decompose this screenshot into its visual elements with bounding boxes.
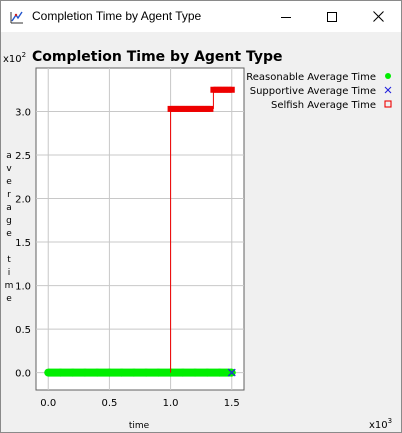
- window-title: Completion Time by Agent Type: [32, 9, 202, 23]
- y-scale-multiplier: x102: [3, 51, 26, 65]
- y-tick-label: 3.0: [15, 108, 31, 119]
- grid: [36, 68, 244, 390]
- series-square: [167, 86, 235, 112]
- data-point: [228, 86, 235, 93]
- y-tick-label: 0.5: [15, 325, 31, 336]
- legend-marker: [384, 86, 392, 94]
- series-x: [227, 368, 236, 377]
- y-axis-label-char: t: [7, 255, 11, 265]
- chart: x102 x103 Completion Time by Agent Type …: [3, 49, 392, 431]
- minimize-icon: [281, 16, 291, 18]
- close-icon: [372, 11, 384, 22]
- y-axis-label-char: e: [6, 294, 12, 304]
- maximize-button[interactable]: [309, 1, 355, 32]
- y-axis-label-char: v: [6, 164, 12, 174]
- legend-label: Reasonable Average Time: [246, 72, 376, 83]
- maximize-icon: [327, 11, 337, 22]
- app-icon: [10, 11, 23, 24]
- y-axis-label-char: a: [6, 151, 12, 161]
- y-axis-label-char: a: [6, 203, 12, 213]
- tick-labels: 0.0 0.5 1.0 1.5 0.0 0.5 1.0 1.5 2.0 2.5 3.0: [15, 108, 240, 409]
- y-tick-label: 1.5: [15, 238, 31, 249]
- close-button[interactable]: [355, 1, 401, 32]
- data-point: [227, 368, 236, 377]
- y-tick-label: 2.0: [15, 195, 31, 206]
- y-axis-label-char: e: [6, 177, 12, 187]
- legend-marker: [385, 73, 391, 79]
- y-tick-label: 0.0: [15, 369, 31, 380]
- legend-label: Selfish Average Time: [271, 100, 376, 111]
- legend: Reasonable Average Time Supportive Averag…: [246, 72, 392, 111]
- legend-marker: [384, 100, 392, 108]
- x-axis-label: time: [129, 421, 150, 431]
- data-marks: [44, 86, 236, 377]
- chart-title: Completion Time by Agent Type: [32, 49, 283, 65]
- y-axis-label-char: e: [6, 229, 12, 239]
- plot-area: [35, 67, 245, 391]
- x-scale-multiplier: x103: [369, 417, 392, 431]
- chart-panel: x102 x103 Completion Time by Agent Type …: [1, 32, 401, 432]
- x-tick-label: 0.0: [40, 398, 56, 409]
- legend-label: Supportive Average Time: [250, 86, 376, 97]
- x-tick-label: 0.5: [101, 398, 117, 409]
- y-tick-label: 2.5: [15, 151, 31, 162]
- y-axis-label-char: r: [7, 190, 11, 200]
- y-axis-label-char: m: [5, 281, 14, 291]
- y-axis-label-char: i: [8, 268, 11, 278]
- series-circle: [44, 368, 236, 377]
- x-tick-label: 1.5: [224, 398, 240, 409]
- x-tick-label: 1.0: [163, 398, 179, 409]
- y-axis-label-char: g: [6, 216, 12, 226]
- minimize-button[interactable]: [263, 1, 309, 32]
- y-tick-label: 1.0: [15, 282, 31, 293]
- title-bar[interactable]: Completion Time by Agent Type: [1, 1, 401, 32]
